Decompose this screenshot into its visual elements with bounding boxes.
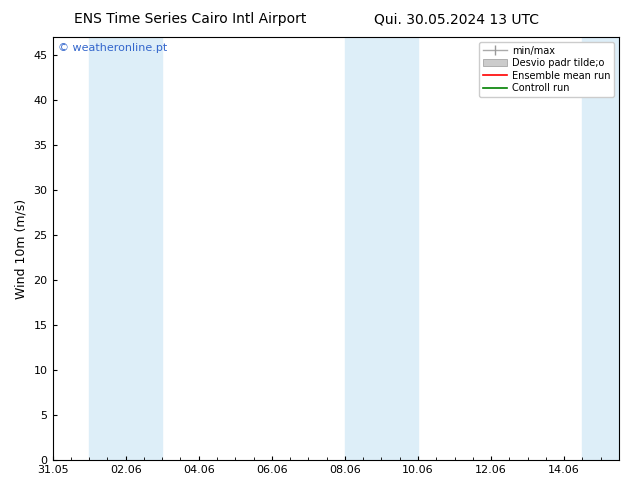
- Bar: [583, 37, 619, 460]
- Bar: [89, 37, 162, 460]
- Y-axis label: Wind 10m (m/s): Wind 10m (m/s): [15, 198, 28, 299]
- Text: © weatheronline.pt: © weatheronline.pt: [58, 44, 167, 53]
- Text: ENS Time Series Cairo Intl Airport: ENS Time Series Cairo Intl Airport: [74, 12, 306, 26]
- Text: Qui. 30.05.2024 13 UTC: Qui. 30.05.2024 13 UTC: [374, 12, 539, 26]
- Bar: [345, 37, 418, 460]
- Legend: min/max, Desvio padr tilde;o, Ensemble mean run, Controll run: min/max, Desvio padr tilde;o, Ensemble m…: [479, 42, 614, 97]
